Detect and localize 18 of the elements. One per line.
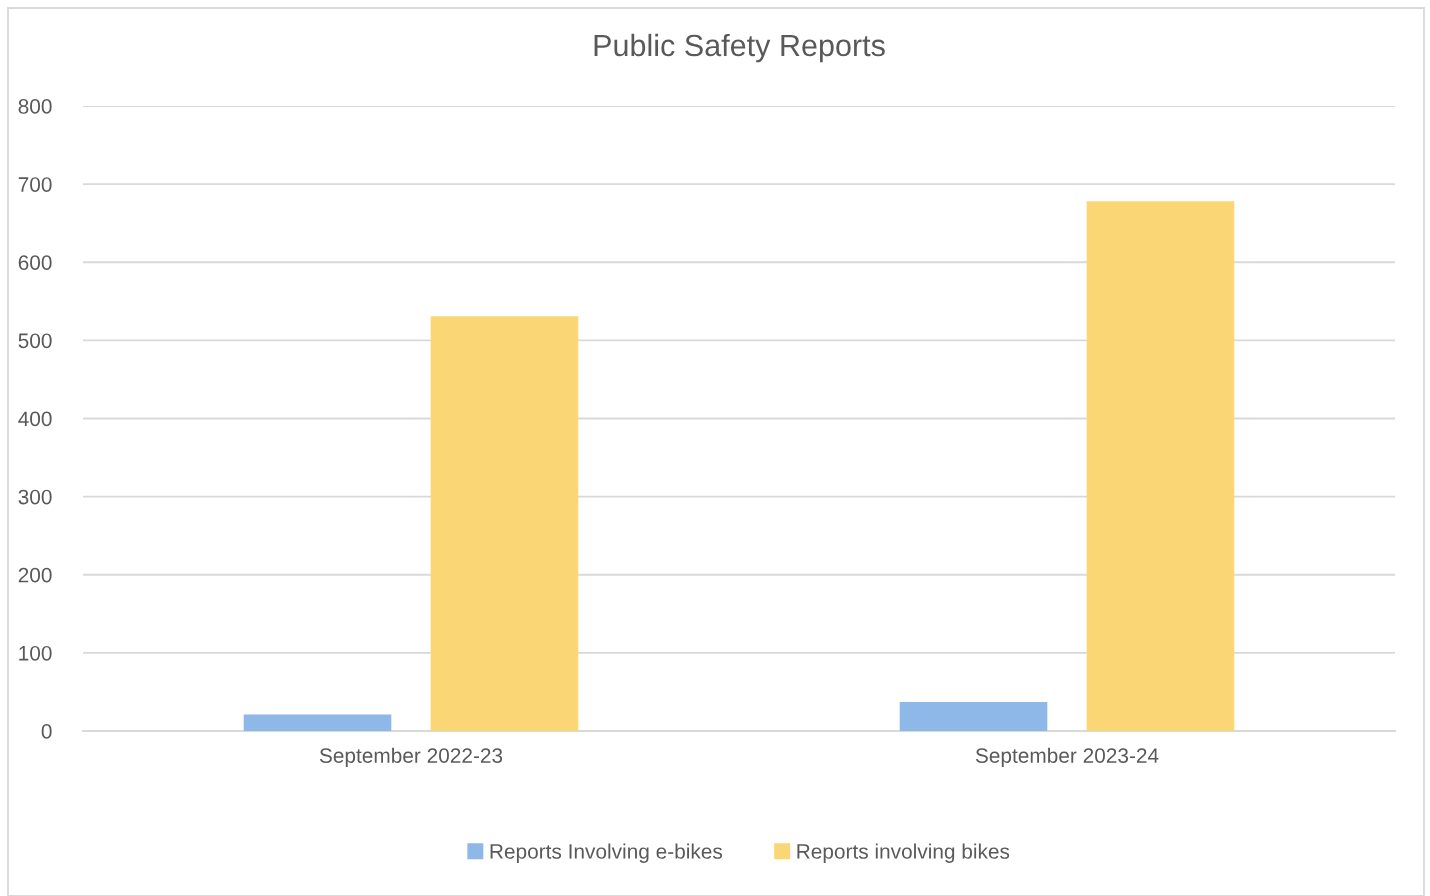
x-tick-label: September 2022-23 — [319, 747, 503, 768]
legend-label: Reports Involving e-bikes — [490, 843, 723, 863]
legend-label: Reports involving bikes — [797, 843, 1010, 863]
chart-title: Public Safety Reports — [594, 33, 885, 63]
y-tick-label: 100 — [19, 645, 52, 661]
bar — [899, 702, 1048, 731]
y-tick-label: 600 — [18, 255, 52, 270]
bar — [1086, 201, 1235, 731]
y-tick-label: 200 — [18, 567, 52, 583]
x-tick-label: September 2023-24 — [975, 747, 1159, 768]
y-tick-label: 400 — [18, 411, 52, 427]
y-tick-label: 300 — [18, 489, 52, 505]
y-tick-label: 0 — [41, 724, 52, 739]
bar — [243, 714, 392, 731]
y-tick-label: 800 — [18, 99, 52, 114]
y-tick-label: 500 — [18, 333, 52, 349]
y-tick-label: 700 — [18, 177, 52, 192]
bar — [430, 316, 579, 731]
